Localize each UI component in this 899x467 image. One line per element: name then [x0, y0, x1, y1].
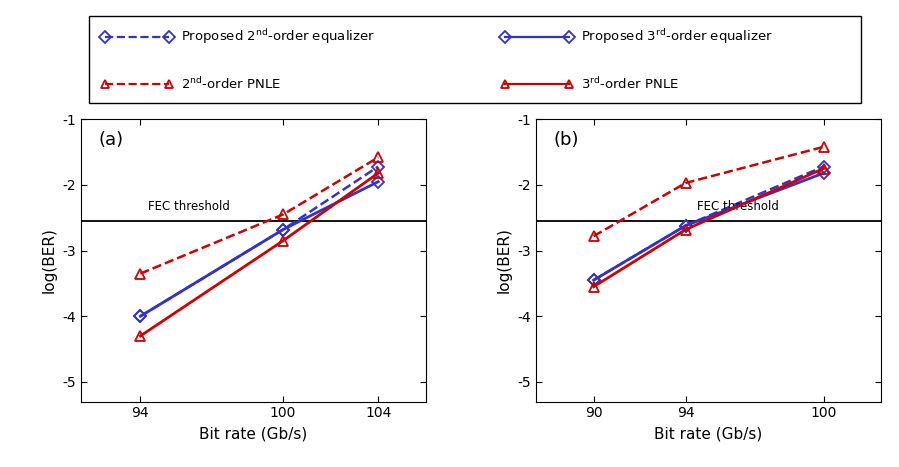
Text: FEC threshold: FEC threshold [147, 199, 229, 212]
FancyBboxPatch shape [89, 16, 861, 103]
Text: 3$^{\mathregular{rd}}$-order PNLE: 3$^{\mathregular{rd}}$-order PNLE [581, 77, 679, 92]
Y-axis label: log(BER): log(BER) [497, 227, 512, 293]
Text: (a): (a) [98, 131, 123, 149]
Text: (b): (b) [554, 131, 579, 149]
X-axis label: Bit rate (Gb/s): Bit rate (Gb/s) [654, 426, 762, 441]
Text: Proposed 2$^{\mathregular{nd}}$-order equalizer: Proposed 2$^{\mathregular{nd}}$-order eq… [181, 27, 375, 46]
X-axis label: Bit rate (Gb/s): Bit rate (Gb/s) [200, 426, 307, 441]
Text: FEC threshold: FEC threshold [697, 199, 779, 212]
Text: 2$^{\mathregular{nd}}$-order PNLE: 2$^{\mathregular{nd}}$-order PNLE [181, 77, 280, 92]
Y-axis label: log(BER): log(BER) [41, 227, 57, 293]
Text: Proposed 3$^{\mathregular{rd}}$-order equalizer: Proposed 3$^{\mathregular{rd}}$-order eq… [581, 27, 773, 46]
